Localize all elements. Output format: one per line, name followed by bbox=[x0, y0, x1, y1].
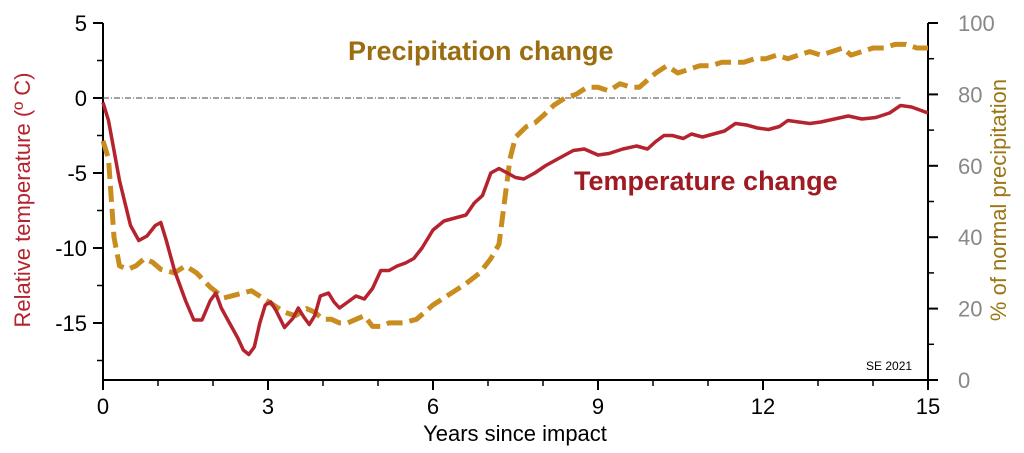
x-tick-label-9: 9 bbox=[592, 394, 604, 419]
right-tick-label: 100 bbox=[958, 11, 995, 36]
series-layer bbox=[103, 44, 928, 354]
credit-annotation: SE 2021 bbox=[866, 359, 912, 373]
left-tick-label: -15 bbox=[55, 311, 87, 336]
x-tick-label-6: 6 bbox=[427, 394, 439, 419]
x-axis-ticks: 0 3 6 9 12 15 bbox=[97, 380, 940, 419]
left-tick-label: 0 bbox=[75, 86, 87, 111]
left-tick-label: -5 bbox=[67, 161, 87, 186]
x-tick-label-12: 12 bbox=[751, 394, 775, 419]
right-tick-label: 0 bbox=[958, 368, 970, 393]
left-tick-label: -10 bbox=[55, 236, 87, 261]
x-tick-label-0: 0 bbox=[97, 394, 109, 419]
right-axis-ticks: 0 20 40 60 80 100 bbox=[928, 11, 995, 393]
right-tick-label: 80 bbox=[958, 82, 982, 107]
temperature-series-label: Temperature change bbox=[574, 166, 838, 196]
right-tick-label: 60 bbox=[958, 154, 982, 179]
x-tick-label-15: 15 bbox=[916, 394, 940, 419]
temperature-line bbox=[103, 103, 928, 355]
right-tick-label: 20 bbox=[958, 297, 982, 322]
x-tick-label-3: 3 bbox=[262, 394, 274, 419]
left-axis-ticks: 5 0 -5 -10 -15 bbox=[55, 11, 103, 361]
x-axis-title: Years since impact bbox=[423, 421, 607, 446]
right-tick-label: 40 bbox=[958, 225, 982, 250]
right-axis-title: % of normal precipitation bbox=[986, 79, 1011, 321]
chart: 0 3 6 9 12 15 5 0 -5 -10 -15 0 20 40 60 80 100 Years s… bbox=[0, 0, 1024, 453]
precipitation-series-label: Precipitation change bbox=[348, 36, 614, 66]
left-axis-title: Relative temperature (º C) bbox=[10, 72, 35, 327]
left-tick-label: 5 bbox=[75, 11, 87, 36]
